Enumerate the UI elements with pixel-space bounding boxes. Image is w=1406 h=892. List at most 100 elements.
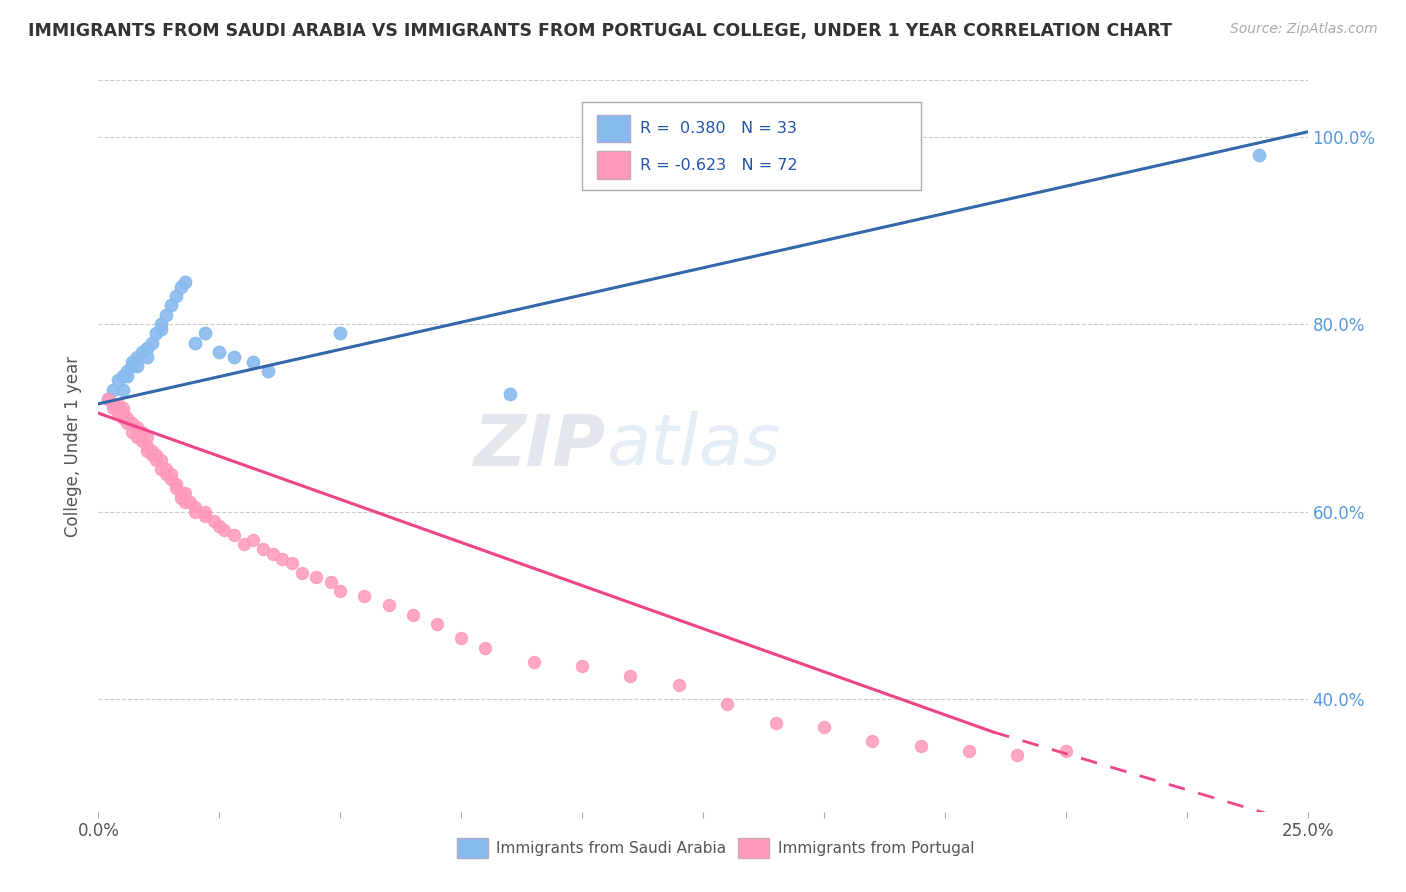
Point xyxy=(860,734,883,748)
Text: Source: ZipAtlas.com: Source: ZipAtlas.com xyxy=(1230,22,1378,37)
Point xyxy=(117,416,139,430)
Point xyxy=(222,528,245,542)
Point xyxy=(179,495,201,509)
Point xyxy=(107,373,129,387)
Point xyxy=(668,678,690,692)
Point xyxy=(212,524,235,538)
Point xyxy=(127,429,149,443)
Point xyxy=(111,383,134,397)
Point xyxy=(160,472,183,486)
Point xyxy=(194,326,217,341)
Point xyxy=(97,392,120,406)
Point xyxy=(145,453,167,467)
Point xyxy=(377,599,399,613)
Point xyxy=(150,453,173,467)
Point xyxy=(174,486,197,500)
Point xyxy=(127,420,149,434)
Point xyxy=(127,359,149,374)
Point xyxy=(1007,748,1029,763)
Point xyxy=(194,505,217,519)
Point xyxy=(174,275,197,289)
Point xyxy=(160,467,183,482)
Point xyxy=(305,570,328,584)
Text: Immigrants from Saudi Arabia: Immigrants from Saudi Arabia xyxy=(496,841,727,855)
Text: ZIP: ZIP xyxy=(474,411,606,481)
Point xyxy=(353,589,375,603)
Point xyxy=(141,449,163,463)
Point xyxy=(426,617,449,632)
Y-axis label: College, Under 1 year: College, Under 1 year xyxy=(65,355,83,537)
Point xyxy=(242,533,264,547)
Point xyxy=(150,322,173,336)
Point xyxy=(208,518,231,533)
Point xyxy=(135,439,157,453)
Point xyxy=(97,392,120,406)
Point xyxy=(165,289,187,303)
Point xyxy=(204,514,226,528)
Point xyxy=(256,364,278,378)
Point xyxy=(135,341,157,355)
Point xyxy=(571,659,593,673)
Point xyxy=(135,429,157,443)
Point xyxy=(765,715,787,730)
Point xyxy=(1054,744,1077,758)
Point xyxy=(208,345,231,359)
Text: IMMIGRANTS FROM SAUDI ARABIA VS IMMIGRANTS FROM PORTUGAL COLLEGE, UNDER 1 YEAR C: IMMIGRANTS FROM SAUDI ARABIA VS IMMIGRAN… xyxy=(28,22,1173,40)
Text: R =  0.380   N = 33: R = 0.380 N = 33 xyxy=(640,121,797,136)
Point xyxy=(111,368,134,383)
Text: R = -0.623   N = 72: R = -0.623 N = 72 xyxy=(640,158,797,173)
Point xyxy=(716,171,738,186)
Point xyxy=(111,406,134,420)
Point xyxy=(281,556,304,570)
Point xyxy=(716,697,738,711)
Bar xyxy=(596,115,630,143)
Point xyxy=(165,476,187,491)
Point xyxy=(145,326,167,341)
Point xyxy=(145,449,167,463)
Point xyxy=(127,350,149,364)
Point xyxy=(474,640,496,655)
Point xyxy=(131,425,153,439)
Point xyxy=(174,495,197,509)
Point xyxy=(121,359,143,374)
Point xyxy=(402,607,425,622)
Point xyxy=(101,383,124,397)
Point xyxy=(135,443,157,458)
Bar xyxy=(582,103,921,190)
Point xyxy=(169,491,191,505)
Point xyxy=(232,537,254,551)
Point xyxy=(121,416,143,430)
Point xyxy=(1249,148,1271,162)
Bar xyxy=(596,152,630,179)
Point xyxy=(165,481,187,495)
Point xyxy=(498,387,520,401)
Point xyxy=(155,462,177,476)
Point xyxy=(184,500,207,514)
Point xyxy=(329,326,352,341)
Point xyxy=(117,368,139,383)
Point xyxy=(131,345,153,359)
Point xyxy=(290,566,312,580)
Point xyxy=(242,354,264,368)
Point xyxy=(107,406,129,420)
Point xyxy=(155,467,177,482)
Point xyxy=(111,410,134,425)
Point xyxy=(101,397,124,411)
Point xyxy=(150,462,173,476)
Point xyxy=(262,547,284,561)
Point xyxy=(957,744,980,758)
Point xyxy=(194,509,217,524)
Text: atlas: atlas xyxy=(606,411,780,481)
Text: Immigrants from Portugal: Immigrants from Portugal xyxy=(778,841,974,855)
Point xyxy=(117,364,139,378)
Point xyxy=(107,397,129,411)
Point xyxy=(184,505,207,519)
Point xyxy=(184,335,207,350)
Point xyxy=(131,434,153,449)
Point xyxy=(117,410,139,425)
Point xyxy=(271,551,294,566)
Point xyxy=(135,350,157,364)
Point xyxy=(450,632,472,646)
Point xyxy=(813,720,835,734)
Point xyxy=(141,335,163,350)
